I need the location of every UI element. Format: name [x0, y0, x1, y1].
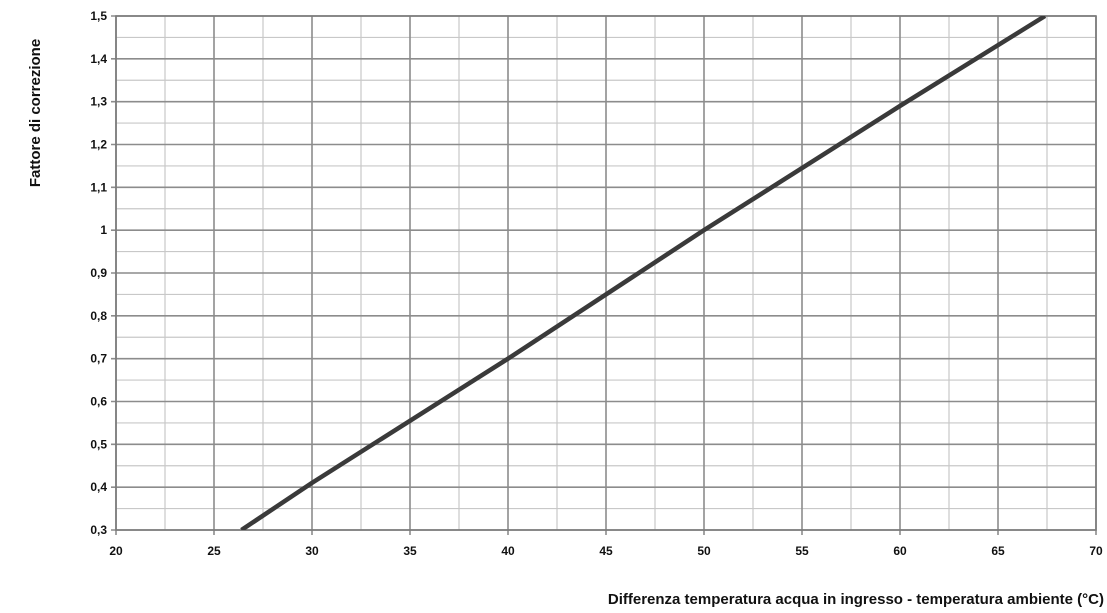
y-tick-labels: 0,3 0,4 0,5 0,6 0,7 0,8 0,9 1 1,1 1,2 1,3 1,4 1,5: [90, 9, 107, 537]
y-tick-label: 0,8: [90, 309, 107, 323]
x-tick-label: 60: [893, 544, 907, 558]
x-tick-label: 55: [795, 544, 809, 558]
x-tick-label: 65: [991, 544, 1005, 558]
y-tick-label: 0,9: [90, 266, 107, 280]
plot-frame: [115, 15, 1097, 531]
x-axis-title: Differenza temperatura acqua in ingresso…: [608, 591, 1104, 608]
y-tick-label: 1,5: [90, 9, 107, 23]
x-tick-labels: 20 25 30 35 40 45 50 55 60 65 70: [109, 544, 1103, 558]
series-line-0: [240, 16, 1047, 530]
y-tick-label: 0,7: [90, 352, 107, 366]
x-tick-label: 40: [501, 544, 515, 558]
y-tick-label: 0,6: [90, 395, 107, 409]
y-tick-label: 0,5: [90, 437, 107, 451]
y-tick-label: 1,3: [90, 95, 107, 109]
y-tick-label: 0,4: [90, 480, 107, 494]
y-tick-label: 1,4: [90, 52, 107, 66]
series-layer: [240, 16, 1047, 530]
y-axis-title: Fattore di correzione: [27, 39, 44, 187]
x-tick-label: 20: [109, 544, 123, 558]
x-tick-label: 50: [697, 544, 711, 558]
y-tick-label: 1,1: [90, 180, 107, 194]
y-tick-label: 1,2: [90, 138, 107, 152]
x-tick-label: 30: [305, 544, 319, 558]
y-tick-label: 0,3: [90, 523, 107, 537]
major-grid: [111, 15, 1097, 535]
x-tick-label: 70: [1089, 544, 1103, 558]
x-tick-label: 35: [403, 544, 417, 558]
y-tick-label: 1: [100, 223, 107, 237]
x-tick-label: 45: [599, 544, 613, 558]
x-tick-label: 25: [207, 544, 221, 558]
